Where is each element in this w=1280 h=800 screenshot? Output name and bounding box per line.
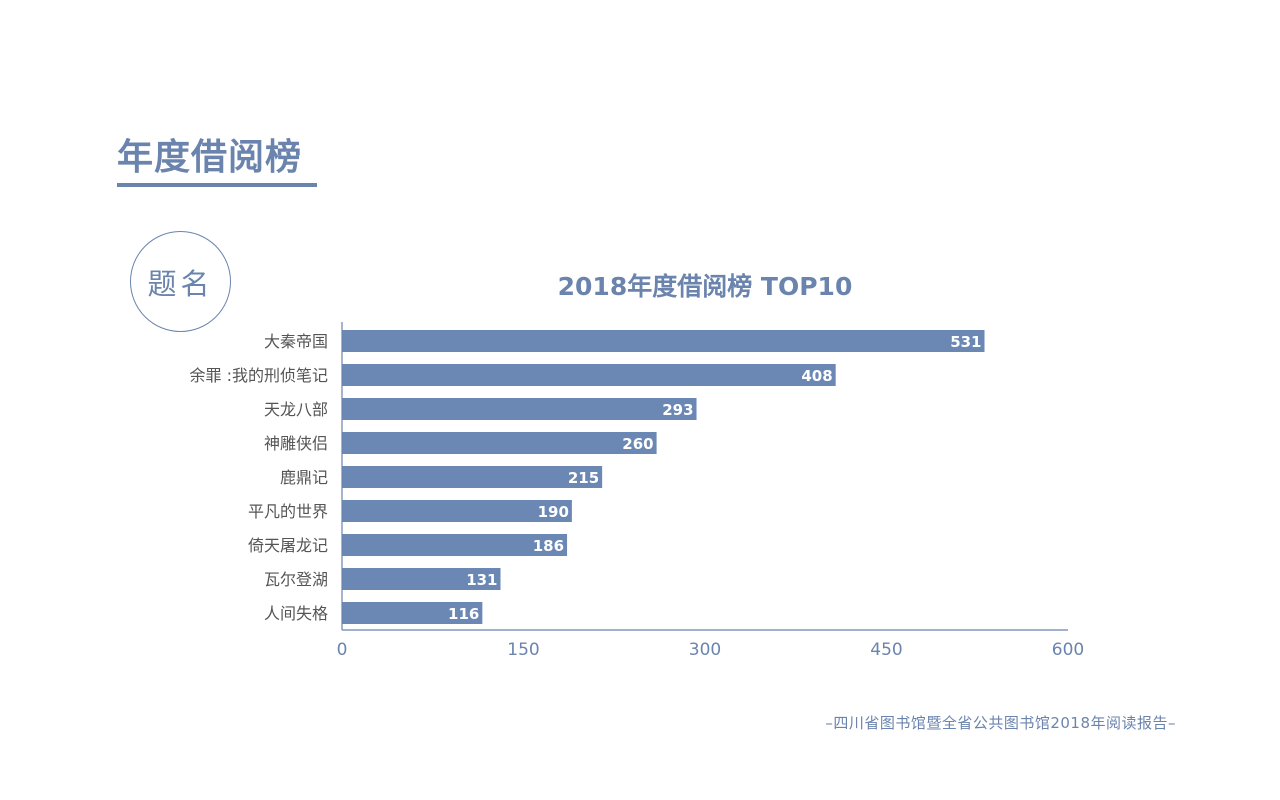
x-axis-ticks: 0 150 300 450 600 — [337, 640, 1085, 660]
bar-value-label: 293 — [662, 401, 693, 419]
bar-value-label: 131 — [466, 571, 497, 589]
bar-1 — [342, 330, 985, 352]
category-label: 平凡的世界 — [248, 502, 328, 521]
x-tick-label: 150 — [507, 640, 539, 660]
bar-9 — [342, 602, 483, 624]
page-heading: 年度借阅榜 — [117, 137, 303, 178]
bar-4 — [342, 432, 657, 454]
bar-5 — [342, 466, 603, 488]
bar-value-label: 186 — [533, 537, 564, 555]
bar-7 — [342, 534, 568, 556]
title-label-circle: 题名 — [130, 231, 231, 332]
x-tick-label: 300 — [689, 640, 721, 660]
heading-underline — [117, 183, 317, 187]
category-label: 大秦帝国 — [264, 332, 328, 351]
category-label: 人间失格 — [264, 604, 328, 623]
bar-value-label: 531 — [950, 333, 981, 351]
bar-value-label: 116 — [448, 605, 479, 623]
chart-title: 2018年度借阅榜 TOP10 — [558, 272, 853, 301]
bar-value-label: 215 — [568, 469, 599, 487]
bar-3 — [342, 398, 697, 420]
x-tick-label: 0 — [337, 640, 348, 660]
x-tick-label: 450 — [870, 640, 902, 660]
bar-value-label: 260 — [622, 435, 653, 453]
category-label: 瓦尔登湖 — [264, 570, 328, 589]
bar-value-label: 408 — [801, 367, 832, 385]
category-label: 神雕侠侣 — [264, 434, 328, 453]
bars-group: 531 大秦帝国 408 余罪 :我的刑侦笔记 293 天龙八部 260 神雕侠侣 215 鹿鼎记… — [190, 330, 985, 624]
bar-value-label: 190 — [538, 503, 569, 521]
bar-6 — [342, 500, 572, 522]
category-label: 余罪 :我的刑侦笔记 — [190, 366, 328, 385]
category-label: 鹿鼎记 — [280, 468, 328, 487]
category-label: 倚天屠龙记 — [248, 536, 328, 555]
x-tick-label: 600 — [1052, 640, 1084, 660]
bar-2 — [342, 364, 836, 386]
title-label-text: 题名 — [147, 266, 214, 301]
bar-8 — [342, 568, 501, 590]
report-source-footer: –四川省图书馆暨全省公共图书馆2018年阅读报告– — [825, 714, 1176, 732]
category-label: 天龙八部 — [264, 400, 328, 419]
